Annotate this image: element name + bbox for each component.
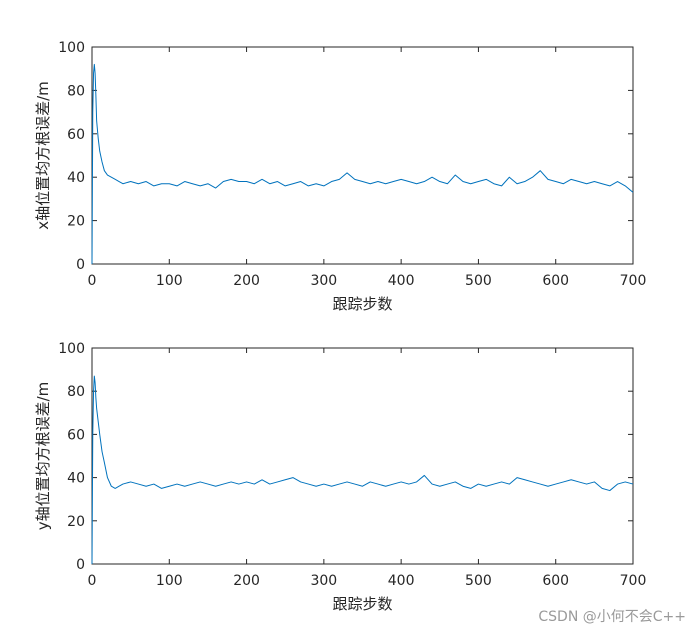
x-tick-label: 700 [620,573,647,589]
x-tick-label: 600 [542,273,569,289]
y-tick-label: 0 [76,557,85,573]
x-tick-label: 100 [156,273,183,289]
y-tick-label: 100 [58,341,85,357]
x-tick-label: 600 [542,573,569,589]
x-tick-label: 100 [156,573,183,589]
y-rmse-chart: 0 100 200 300 400 500 600 700 0 20 40 60 80 100 跟踪步数 y轴… [34,341,646,613]
x-tick-label: 300 [310,573,337,589]
y-axis-label: y轴位置均方根误差/m [34,382,52,531]
y-tick-label: 60 [67,427,85,443]
y-tick-label: 100 [58,40,85,56]
x-axis-label: 跟踪步数 [332,595,392,613]
plot-area-box [91,347,634,565]
x-tick-label: 500 [465,573,492,589]
x-tick-label: 200 [233,573,260,589]
x-rmse-chart: 0 100 200 300 400 500 600 700 0 20 40 60 80 100 跟踪步数 x轴… [34,40,646,313]
watermark-text: CSDN @小何不会C++ [538,609,686,625]
y-axis-label: x轴位置均方根误差/m [34,81,52,230]
series-line [91,63,634,265]
plot-area-box [91,46,634,265]
y-tick-label: 80 [67,83,85,99]
x-tick-label: 200 [233,273,260,289]
x-tick-label: 300 [310,273,337,289]
x-tick-label: 0 [88,573,97,589]
y-tick-label: 20 [67,514,85,530]
x-tick-label: 700 [620,273,647,289]
x-axis-label: 跟踪步数 [332,295,392,313]
y-tick-label: 40 [67,471,85,487]
x-tick-label: 500 [465,273,492,289]
y-tick-label: 60 [67,127,85,143]
x-tick-label: 400 [388,273,415,289]
y-tick-label: 20 [67,214,85,230]
series-line [91,375,634,565]
y-tick-label: 0 [76,257,85,273]
y-tick-label: 40 [67,170,85,186]
y-tick-label: 80 [67,384,85,400]
x-tick-label: 400 [388,573,415,589]
x-tick-label: 0 [88,273,97,289]
